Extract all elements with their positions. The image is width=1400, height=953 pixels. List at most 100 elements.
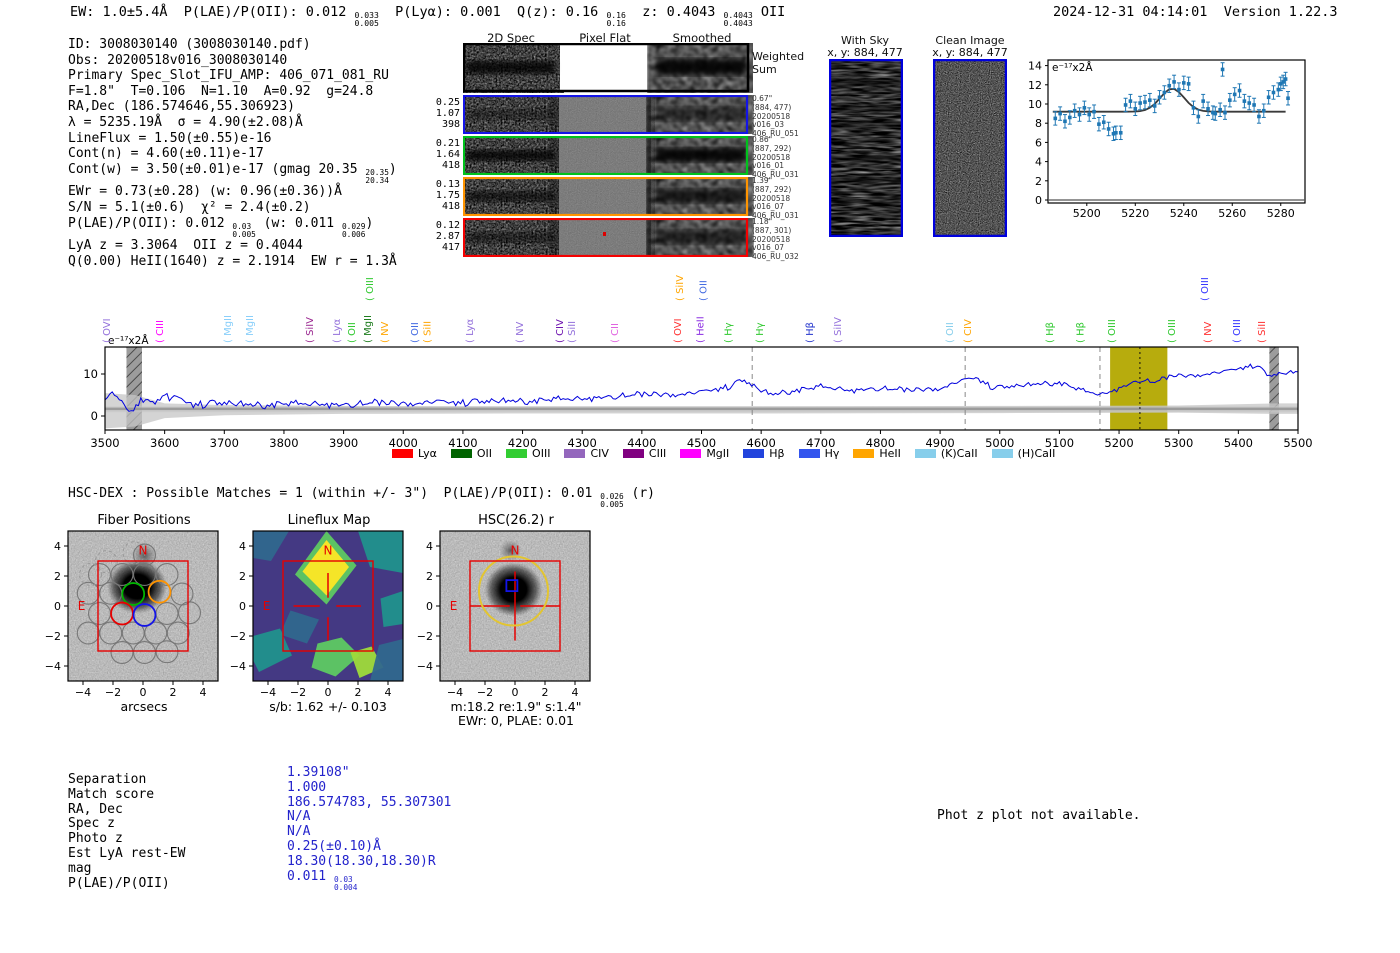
svg-text:−4: −4 <box>417 660 433 673</box>
cutout-row-stats: 0.13 1.75 418 <box>435 179 460 212</box>
col-title-2dspec: 2D Spec <box>487 31 535 45</box>
legend-item: Lyα <box>392 447 437 460</box>
fiber-circle-dashed <box>122 541 146 565</box>
match-table-label: RA, Dec <box>68 801 123 817</box>
svg-text:2: 2 <box>355 686 362 699</box>
line-label: ( SiII <box>1257 321 1268 343</box>
svg-text:0: 0 <box>239 600 246 613</box>
legend-swatch <box>798 449 820 458</box>
fiber-panel-title: Fiber Positions <box>97 513 191 528</box>
svg-text:4300: 4300 <box>568 436 597 450</box>
fiber-circle <box>121 621 145 645</box>
line-label: ( OIII <box>1107 319 1118 343</box>
line-label: ( SiII <box>423 321 434 343</box>
cutout-row-annotation: 0.67" (884, 477) 20200518 v016_03 406_RU_051 <box>752 94 799 139</box>
highlight-band <box>1110 347 1168 430</box>
svg-text:−2: −2 <box>230 630 246 643</box>
match-table-label: Separation <box>68 772 147 787</box>
line-label: ( CIV <box>963 319 974 343</box>
info-line: RA,Dec (186.574646,55.306923) <box>68 99 295 115</box>
legend-item: OIII <box>506 447 550 460</box>
fiber-circle <box>87 562 111 586</box>
match-table-value: 0.011 0.03 0.004 <box>287 868 358 892</box>
svg-text:−4: −4 <box>260 686 276 699</box>
catalog-marker <box>505 579 519 593</box>
legend-swatch <box>853 449 875 458</box>
line-label: ( NV <box>1203 321 1214 343</box>
legend-label: OIII <box>532 447 551 460</box>
line-label: ( MgII <box>363 315 374 343</box>
svg-text:4200: 4200 <box>508 436 537 450</box>
hsc-panel-title: HSC(26.2) r <box>478 513 554 528</box>
svg-text:3600: 3600 <box>150 436 179 450</box>
line-label: ( SiIV <box>675 275 686 301</box>
line-label: ( OII <box>410 322 421 343</box>
cutout-row <box>463 218 749 257</box>
svg-text:5000: 5000 <box>985 436 1014 450</box>
fit-plot-points <box>1053 62 1291 141</box>
clean-image <box>933 59 1007 237</box>
fiber-circle <box>133 543 157 567</box>
cutout-row-stats: 0.25 1.07 398 <box>435 97 460 130</box>
svg-text:4900: 4900 <box>925 436 954 450</box>
fiber-circle-selected <box>132 603 157 627</box>
line-label: ( MgII <box>223 315 234 343</box>
line-label: ( OII <box>698 280 709 301</box>
legend-label: HeII <box>879 447 901 460</box>
cutout-row <box>463 95 749 134</box>
svg-text:3800: 3800 <box>269 436 298 450</box>
fiber-circle <box>133 562 157 586</box>
full-spectrum-plot: 0 10 3500 3600 3700 3800 3900 4000 4100 4200 4300 4… <box>83 275 1312 450</box>
detection-info-block: ID: 3008030140 (3008030140.pdf) Obs: 2020… <box>68 37 397 269</box>
line-label: ( HeII <box>695 316 706 343</box>
cutout-row-annotation: 1.39" (887, 292) 20200518 v016_07 406_RU_031 <box>752 176 799 221</box>
fiber-circle <box>166 621 190 645</box>
svg-text:4100: 4100 <box>448 436 477 450</box>
col-title-pixelflat: Pixel Flat <box>579 31 631 45</box>
svg-text:10: 10 <box>1028 98 1042 111</box>
match-table-label: Photo z <box>68 831 123 847</box>
legend-label: Hβ <box>769 447 785 460</box>
svg-text:2: 2 <box>426 570 433 583</box>
cutout-row <box>463 177 749 216</box>
line-label: ( OVI <box>673 318 684 343</box>
with-sky-coords: x, y: 884, 477 <box>827 46 903 59</box>
fiber-circle <box>178 601 202 625</box>
legend-item: Hγ <box>798 447 840 460</box>
legend-label: Lyα <box>418 447 437 460</box>
cutout-row-annotation: 1.18" (887, 301) 20200518 v016_07 406_RU_032 <box>752 217 799 262</box>
cutout-row <box>463 136 749 175</box>
line-label: ( OIII <box>1167 319 1178 343</box>
info-line: ID: 3008030140 (3008030140.pdf) <box>68 37 311 52</box>
match-table-value: 186.574783, 55.307301 <box>287 794 452 810</box>
svg-text:4000: 4000 <box>389 436 418 450</box>
match-table-label: P(LAE)/P(OII) <box>68 875 170 891</box>
compass-east: E <box>78 599 86 613</box>
svg-text:4: 4 <box>426 540 433 553</box>
line-label: ( SiIV <box>305 317 316 343</box>
fiber-circle-selected <box>147 579 172 604</box>
fiber-circle-dashed <box>79 563 102 586</box>
svg-text:4: 4 <box>572 686 579 699</box>
weighted-sum-label: Weighted Sum <box>752 50 805 76</box>
line-label: ( CIII <box>155 320 166 343</box>
svg-text:5200: 5200 <box>1073 207 1101 220</box>
legend-swatch <box>506 449 528 458</box>
lineflux-map-plot: −4 −4 −2 −2 0 0 2 2 4 4 N E <box>230 530 404 699</box>
info-line: Cont(n) = 4.60(±0.11)e-17 <box>68 146 264 162</box>
match-table-label: Match score <box>68 786 155 802</box>
compass-north: N <box>139 543 148 557</box>
legend-swatch <box>450 449 472 458</box>
legend-item: CIII <box>622 447 666 460</box>
line-label: ( SiIV <box>833 317 844 343</box>
svg-text:4800: 4800 <box>866 436 895 450</box>
hsc-caption-2: EWr: 0, PLAE: 0.01 <box>458 713 574 728</box>
svg-text:−4: −4 <box>230 660 246 673</box>
compass-east: E <box>263 599 271 613</box>
legend-label: Hγ <box>824 447 840 460</box>
legend-item: MgII <box>680 447 729 460</box>
weighted-sum-cutout <box>463 43 750 93</box>
svg-text:4: 4 <box>54 540 61 553</box>
info-line: Obs: 20200518v016_3008030140 <box>68 52 288 68</box>
